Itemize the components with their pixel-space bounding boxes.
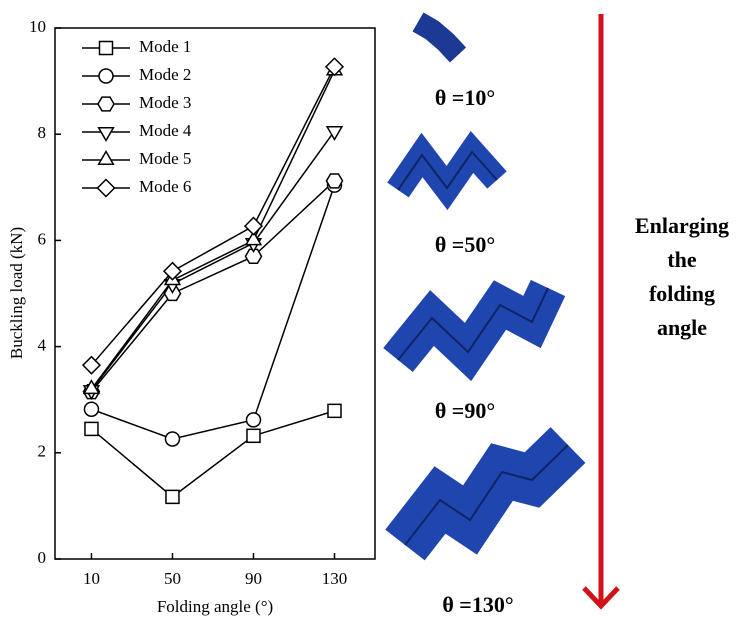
y-tick-label: 8	[38, 123, 47, 142]
x-tick-label: 10	[83, 569, 100, 588]
x-tick-label: 90	[245, 569, 262, 588]
legend-label: Mode 4	[139, 121, 192, 140]
y-axis-label: Buckling load (kN)	[7, 227, 26, 359]
plate-50	[398, 152, 497, 190]
legend-label: Mode 1	[139, 37, 191, 56]
y-tick-label: 2	[38, 442, 47, 461]
marker	[246, 413, 260, 427]
arrow-label: the	[667, 247, 697, 272]
legend-marker	[100, 42, 113, 55]
marker	[165, 432, 179, 446]
series-line	[91, 67, 334, 365]
x-axis-label: Folding angle (°)	[157, 597, 273, 616]
y-tick-label: 4	[38, 336, 47, 355]
plate-10	[418, 22, 458, 55]
marker	[245, 218, 262, 235]
marker	[85, 422, 98, 435]
arrow-label: angle	[657, 315, 707, 340]
legend-label: Mode 3	[139, 93, 191, 112]
series-line	[91, 70, 334, 389]
marker	[326, 174, 342, 188]
series-line	[91, 411, 334, 497]
legend-marker	[99, 69, 113, 83]
legend-marker	[99, 152, 114, 165]
legend-marker	[98, 97, 114, 111]
angle-label: θ =90°	[435, 398, 495, 423]
y-tick-label: 0	[38, 548, 47, 567]
legend-label: Mode 5	[139, 149, 191, 168]
marker	[166, 490, 179, 503]
legend-marker	[98, 180, 115, 197]
marker	[328, 404, 341, 417]
angle-label: θ =50°	[435, 232, 495, 257]
marker	[84, 402, 98, 416]
page: Folding angle (°) Buckling load (kN) θ =…	[0, 0, 745, 623]
series-line	[91, 181, 334, 392]
angle-label: θ =130°	[442, 592, 513, 617]
legend-marker	[99, 128, 114, 141]
y-tick-label: 10	[29, 17, 46, 36]
legend-label: Mode 6	[139, 177, 191, 196]
x-tick-label: 130	[322, 569, 348, 588]
arrow-label: folding	[649, 281, 715, 306]
angle-label: θ =10°	[435, 85, 495, 110]
series-line	[91, 185, 334, 439]
legend-label: Mode 2	[139, 65, 191, 84]
plate-90	[398, 288, 548, 360]
arrow-label: Enlarging	[635, 213, 729, 238]
y-tick-label: 6	[38, 229, 47, 248]
figure: Folding angle (°) Buckling load (kN) θ =…	[0, 0, 745, 623]
marker	[247, 429, 260, 442]
x-tick-label: 50	[164, 569, 181, 588]
